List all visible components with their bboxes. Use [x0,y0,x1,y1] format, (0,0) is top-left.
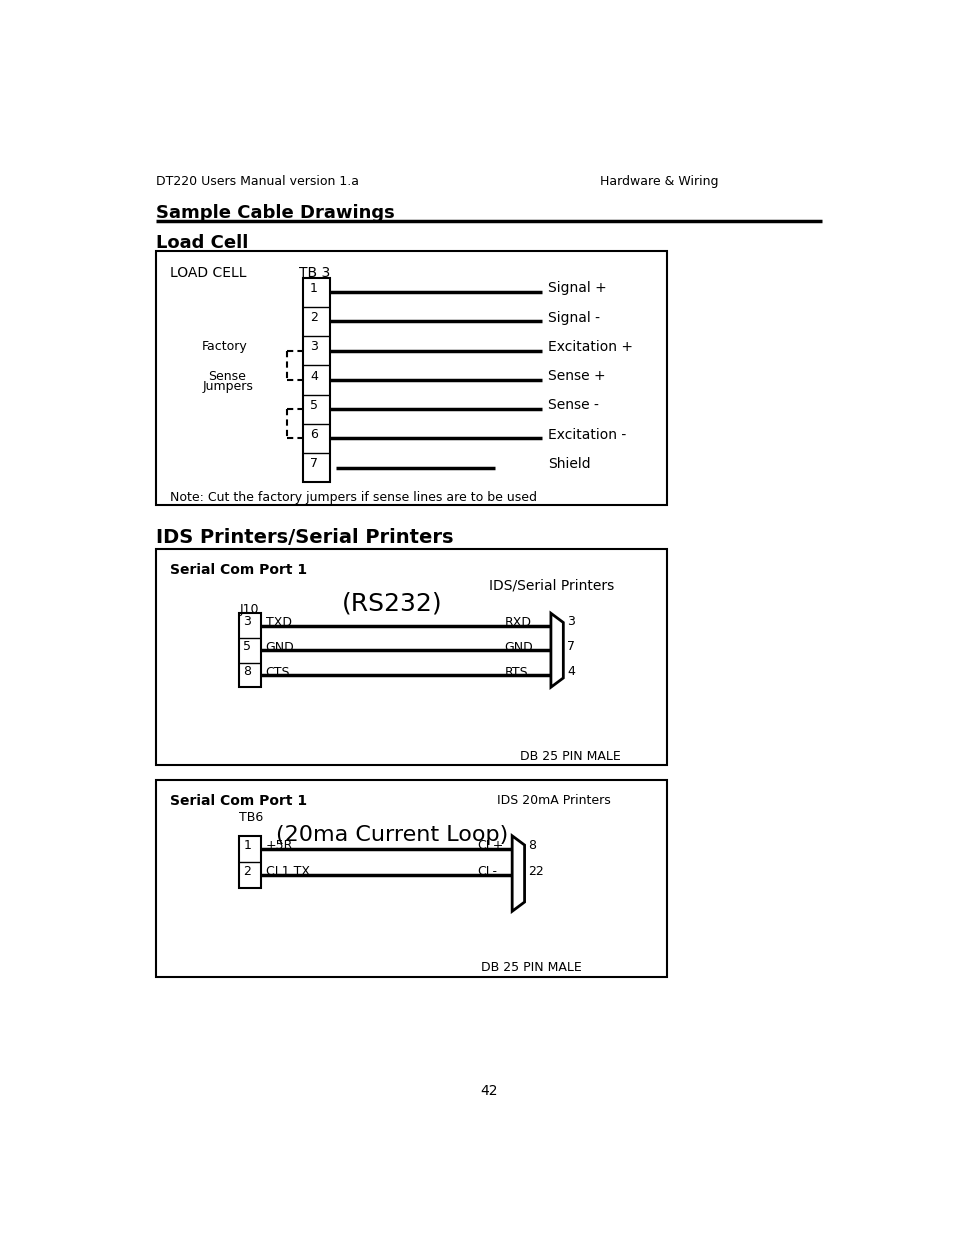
Text: RTS: RTS [504,666,528,679]
Bar [239,836,261,888]
Text: GND: GND [266,641,294,655]
Text: TB 3: TB 3 [298,266,330,280]
Text: Serial Com Port 1: Serial Com Port 1 [170,563,307,577]
Text: DB 25 PIN MALE: DB 25 PIN MALE [519,750,620,762]
Text: DB 25 PIN MALE: DB 25 PIN MALE [480,961,581,974]
Text: 7: 7 [310,457,317,471]
Text: TB6: TB6 [239,811,263,824]
Text: CL1 TX: CL1 TX [266,864,310,878]
Text: Serial Com Port 1: Serial Com Port 1 [170,794,307,808]
Text: 4: 4 [310,369,317,383]
Bar [239,614,261,687]
Text: Excitation +: Excitation + [547,340,632,354]
Bar [303,278,330,483]
Text: 3: 3 [567,615,575,629]
Text: Sense +: Sense + [547,369,605,383]
Text: +5R: +5R [266,839,293,852]
Bar [155,251,666,505]
Text: LOAD CELL: LOAD CELL [170,266,246,280]
Text: IDS/Serial Printers: IDS/Serial Printers [488,579,614,593]
Text: 8: 8 [243,664,251,678]
Text: Factory: Factory [202,341,248,353]
Text: Sense -: Sense - [547,399,598,412]
Text: (RS232): (RS232) [341,592,442,616]
Text: 2: 2 [310,311,317,324]
Text: CL+: CL+ [476,839,503,852]
Text: Load Cell: Load Cell [155,235,248,252]
Text: IDS Printers/Serial Printers: IDS Printers/Serial Printers [155,527,453,547]
Text: J10: J10 [239,603,258,616]
Text: 4: 4 [567,664,575,678]
Text: RXD: RXD [504,616,531,630]
Text: 2: 2 [243,864,251,878]
Text: 7: 7 [567,640,575,653]
Text: IDS 20mA Printers: IDS 20mA Printers [497,794,610,808]
Text: CL-: CL- [476,864,497,878]
Text: 6: 6 [310,429,317,441]
Text: (20ma Current Loop): (20ma Current Loop) [275,825,508,845]
Bar [155,550,666,764]
Text: 3: 3 [243,615,251,629]
Text: Shield: Shield [547,457,590,471]
Text: DT220 Users Manual version 1.a: DT220 Users Manual version 1.a [155,175,358,188]
Text: 5: 5 [310,399,317,412]
Text: CTS: CTS [266,666,290,679]
Text: Note: Cut the factory jumpers if sense lines are to be used: Note: Cut the factory jumpers if sense l… [170,490,536,504]
Bar [155,781,666,977]
Text: 1: 1 [310,282,317,295]
Text: Sense: Sense [208,369,246,383]
Text: 3: 3 [310,341,317,353]
Text: GND: GND [504,641,533,655]
Text: 5: 5 [243,640,251,653]
Text: Excitation -: Excitation - [547,427,625,442]
Text: 1: 1 [243,839,251,852]
Text: 42: 42 [479,1084,497,1098]
Text: Sample Cable Drawings: Sample Cable Drawings [155,204,394,221]
Text: Signal +: Signal + [547,282,606,295]
Text: Hardware & Wiring: Hardware & Wiring [599,175,718,188]
Text: Jumpers: Jumpers [202,380,253,394]
Text: 22: 22 [528,864,543,878]
Text: 8: 8 [528,839,536,852]
Text: TXD: TXD [266,616,292,630]
Text: Signal -: Signal - [547,310,599,325]
